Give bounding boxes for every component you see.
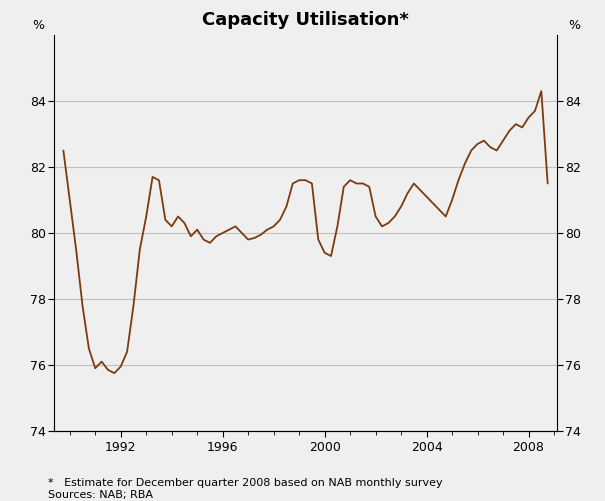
Text: Sources: NAB; RBA: Sources: NAB; RBA bbox=[48, 490, 154, 500]
Text: *   Estimate for December quarter 2008 based on NAB monthly survey: * Estimate for December quarter 2008 bas… bbox=[48, 478, 443, 488]
Title: Capacity Utilisation*: Capacity Utilisation* bbox=[202, 12, 409, 30]
Text: %: % bbox=[569, 19, 581, 32]
Text: %: % bbox=[32, 19, 44, 32]
